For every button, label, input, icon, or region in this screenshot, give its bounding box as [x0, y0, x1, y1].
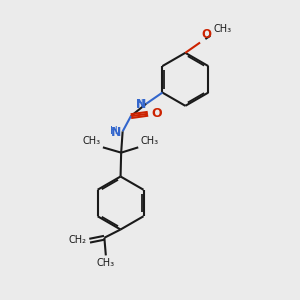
Text: CH₃: CH₃ [82, 136, 100, 146]
Text: CH₃: CH₃ [97, 258, 115, 268]
Text: N: N [136, 98, 146, 111]
Text: N: N [111, 125, 121, 139]
Text: O: O [201, 28, 211, 41]
Text: H: H [110, 126, 118, 136]
Text: CH₃: CH₃ [213, 24, 231, 34]
Text: O: O [152, 107, 162, 120]
Text: CH₂: CH₂ [69, 235, 87, 245]
Text: H: H [136, 99, 144, 109]
Text: CH₃: CH₃ [141, 136, 159, 146]
